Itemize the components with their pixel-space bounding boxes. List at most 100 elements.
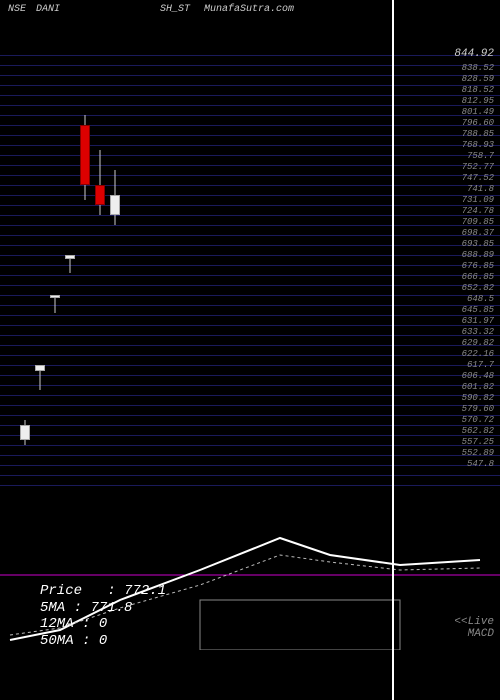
y-axis-label: 606.48 xyxy=(462,371,494,381)
grid-line xyxy=(0,105,500,106)
y-axis-label: 557.25 xyxy=(462,437,494,447)
grid-line xyxy=(0,425,500,426)
grid-line xyxy=(0,265,500,266)
y-axis-label: 688.89 xyxy=(462,250,494,260)
grid-line xyxy=(0,145,500,146)
grid-line xyxy=(0,485,500,486)
y-axis-label: 562.82 xyxy=(462,426,494,436)
grid-line xyxy=(0,155,500,156)
y-axis-label: 747.52 xyxy=(462,173,494,183)
y-axis-label: 693.85 xyxy=(462,239,494,249)
ma5-row: 5MA : 771.8 xyxy=(40,600,166,617)
candle-body xyxy=(65,255,75,259)
grid-line xyxy=(0,335,500,336)
grid-line xyxy=(0,55,500,56)
candle-body xyxy=(35,365,45,371)
grid-line xyxy=(0,465,500,466)
y-axis-label: 579.60 xyxy=(462,404,494,414)
candlestick-chart[interactable] xyxy=(0,55,500,495)
y-axis-label: 838.52 xyxy=(462,63,494,73)
candle[interactable] xyxy=(80,55,90,495)
grid-line xyxy=(0,395,500,396)
y-axis-label: 709.85 xyxy=(462,217,494,227)
candle[interactable] xyxy=(20,55,30,495)
y-axis-label: 590.82 xyxy=(462,393,494,403)
y-axis-label: 788.85 xyxy=(462,129,494,139)
suffix-label: SH_ST xyxy=(160,4,190,15)
y-axis-label: 801.49 xyxy=(462,107,494,117)
candle-body xyxy=(50,295,60,298)
grid-line xyxy=(0,125,500,126)
grid-line xyxy=(0,455,500,456)
top-y-value: 844.92 xyxy=(454,48,494,60)
y-axis-label: 648.5 xyxy=(467,294,494,304)
candle[interactable] xyxy=(95,55,105,495)
grid-line xyxy=(0,75,500,76)
candle[interactable] xyxy=(50,55,60,495)
grid-line xyxy=(0,65,500,66)
symbol-label: DANI xyxy=(36,4,60,15)
y-axis-label: 758.7 xyxy=(467,151,494,161)
y-axis-label: 676.85 xyxy=(462,261,494,271)
grid-line xyxy=(0,415,500,416)
candle-body xyxy=(20,425,30,440)
grid-line xyxy=(0,135,500,136)
grid-line xyxy=(0,95,500,96)
grid-line xyxy=(0,275,500,276)
grid-line xyxy=(0,475,500,476)
candle-body xyxy=(95,185,105,205)
grid-line xyxy=(0,285,500,286)
source-label: MunafaSutra.com xyxy=(204,4,294,15)
y-axis-label: 818.52 xyxy=(462,85,494,95)
candle-wick xyxy=(100,150,101,215)
grid-line xyxy=(0,175,500,176)
y-axis-label: 652.82 xyxy=(462,283,494,293)
y-axis-label: 666.85 xyxy=(462,272,494,282)
ma12-row: 12MA : 0 xyxy=(40,616,166,633)
grid-line xyxy=(0,205,500,206)
y-axis-label: 731.09 xyxy=(462,195,494,205)
y-axis-label: 796.60 xyxy=(462,118,494,128)
candle[interactable] xyxy=(35,55,45,495)
y-axis-label: 698.37 xyxy=(462,228,494,238)
y-axis-label: 552.89 xyxy=(462,448,494,458)
grid-line xyxy=(0,185,500,186)
ma50-row: 50MA : 0 xyxy=(40,633,166,650)
y-axis-label: 768.93 xyxy=(462,140,494,150)
y-axis-label: 812.95 xyxy=(462,96,494,106)
candle[interactable] xyxy=(110,55,120,495)
grid-line xyxy=(0,345,500,346)
grid-line xyxy=(0,195,500,196)
grid-line xyxy=(0,445,500,446)
grid-line xyxy=(0,165,500,166)
grid-line xyxy=(0,375,500,376)
grid-line xyxy=(0,115,500,116)
live-macd-label: <<Live MACD xyxy=(454,616,494,640)
y-axis-label: 741.8 xyxy=(467,184,494,194)
y-axis-label: 629.82 xyxy=(462,338,494,348)
grid-line xyxy=(0,235,500,236)
grid-line xyxy=(0,325,500,326)
y-axis-label: 631.97 xyxy=(462,316,494,326)
grid-line xyxy=(0,315,500,316)
crosshair-vertical xyxy=(392,0,394,700)
y-axis-label: 622.16 xyxy=(462,349,494,359)
y-axis-label: 752.77 xyxy=(462,162,494,172)
grid-line xyxy=(0,215,500,216)
candle-body xyxy=(80,125,90,185)
grid-line xyxy=(0,255,500,256)
price-row: Price : 772.1 xyxy=(40,583,166,600)
y-axis-label: 547.8 xyxy=(467,459,494,469)
grid-line xyxy=(0,85,500,86)
candle-body xyxy=(110,195,120,215)
candle[interactable] xyxy=(65,55,75,495)
y-axis-label: 570.72 xyxy=(462,415,494,425)
grid-line xyxy=(0,295,500,296)
exchange-label: NSE xyxy=(8,4,26,15)
y-axis-label: 633.32 xyxy=(462,327,494,337)
y-axis-label: 601.82 xyxy=(462,382,494,392)
grid-line xyxy=(0,355,500,356)
y-axis-label: 724.78 xyxy=(462,206,494,216)
stats-panel: Price : 772.1 5MA : 771.8 12MA : 0 50MA … xyxy=(40,583,166,650)
y-axis-label: 617.7 xyxy=(467,360,494,370)
